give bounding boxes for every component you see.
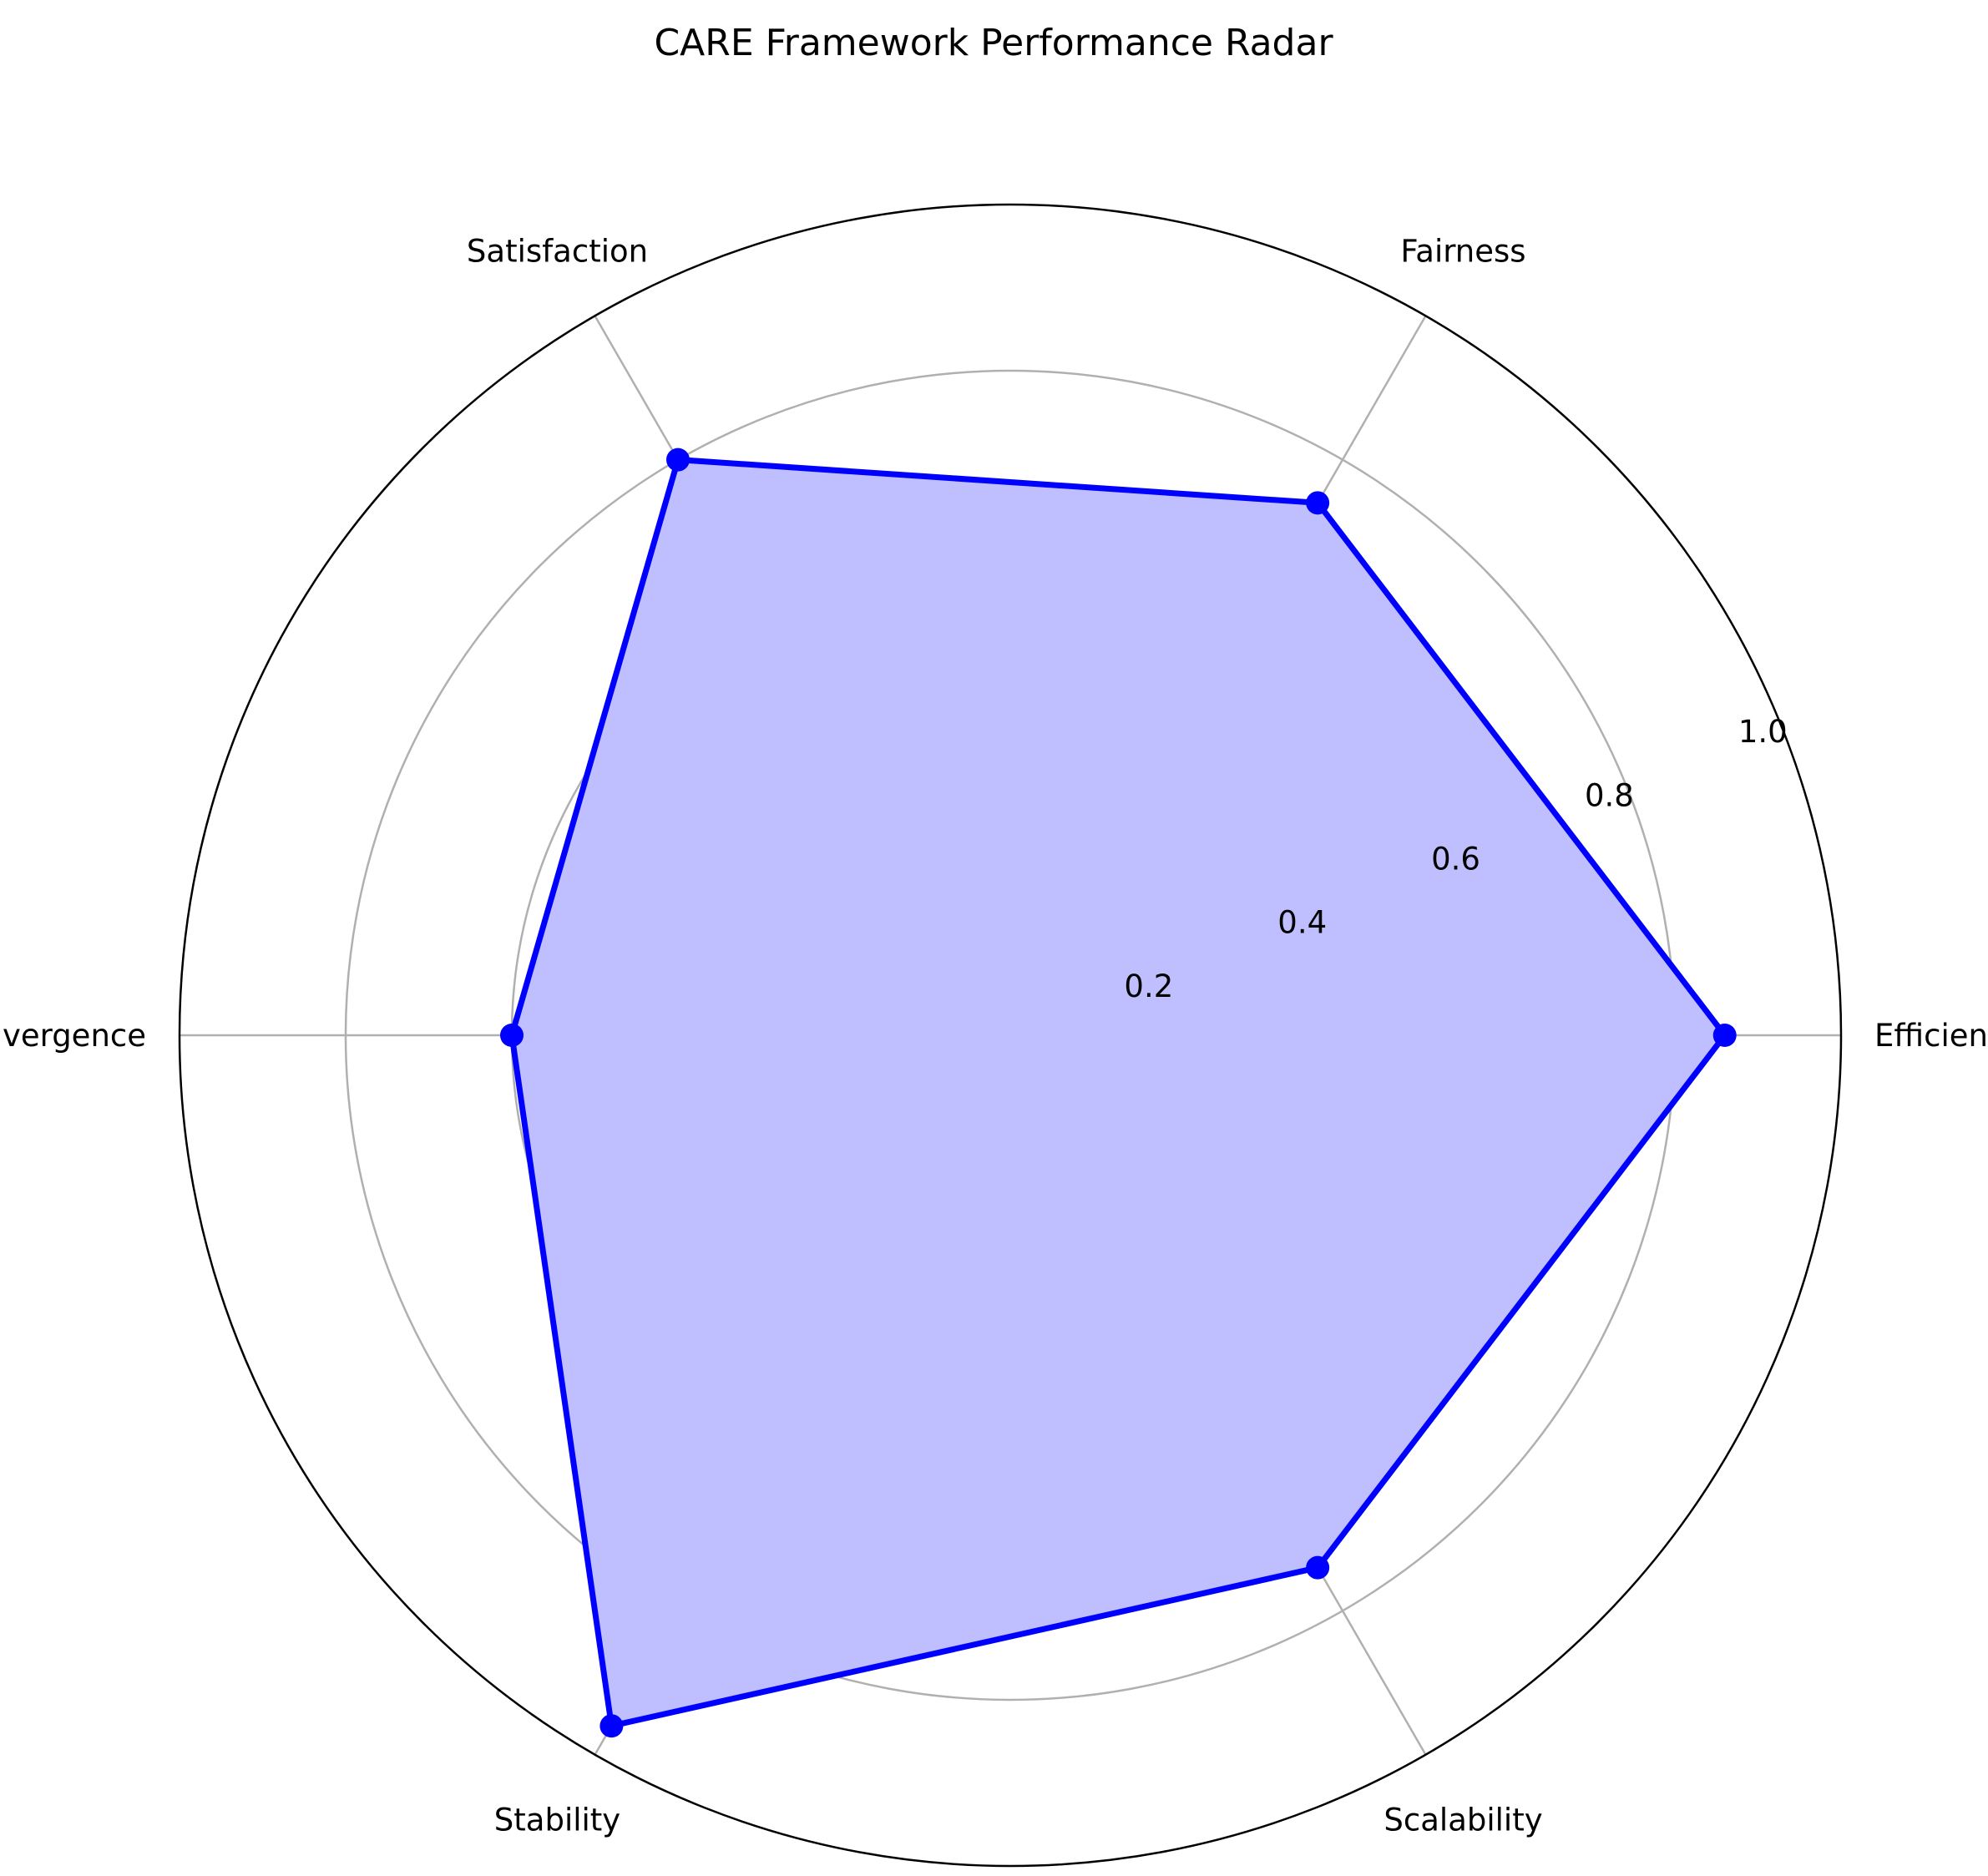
radial-tick-label: 0.6 [1431, 842, 1480, 877]
outer-frame [178, 203, 1843, 1868]
data-point-convergence [500, 1024, 524, 1047]
series-area [512, 459, 1725, 1727]
chart-title: CARE Framework Performance Radar [654, 22, 1333, 64]
axis-label-convergence: Convergence [0, 1018, 146, 1054]
axis-label-stability: Stability [494, 1803, 620, 1838]
data-point-fairness [1306, 491, 1330, 515]
data-point-scalability [1306, 1555, 1330, 1580]
axis-label-efficiency: Efficiency [1874, 1018, 1988, 1054]
data-point-satisfaction [666, 448, 690, 472]
radial-tick-label: 0.4 [1277, 905, 1327, 941]
data-point-stability [599, 1714, 624, 1738]
frame-layer [178, 203, 1843, 1868]
axis-label-satisfaction: Satisfaction [467, 233, 648, 269]
data-point-efficiency [1712, 1024, 1737, 1047]
radial-tick-label: 0.2 [1124, 968, 1173, 1004]
axis-label-fairness: Fairness [1400, 233, 1525, 269]
radial-tick-label: 0.8 [1585, 777, 1634, 813]
label-layer: Efficiency Fairness Satisfaction Convergenc… [0, 233, 1988, 1838]
radial-tick-label: 1.0 [1738, 714, 1788, 750]
data-layer [500, 448, 1737, 1738]
axis-label-scalability: Scalability [1384, 1803, 1542, 1838]
